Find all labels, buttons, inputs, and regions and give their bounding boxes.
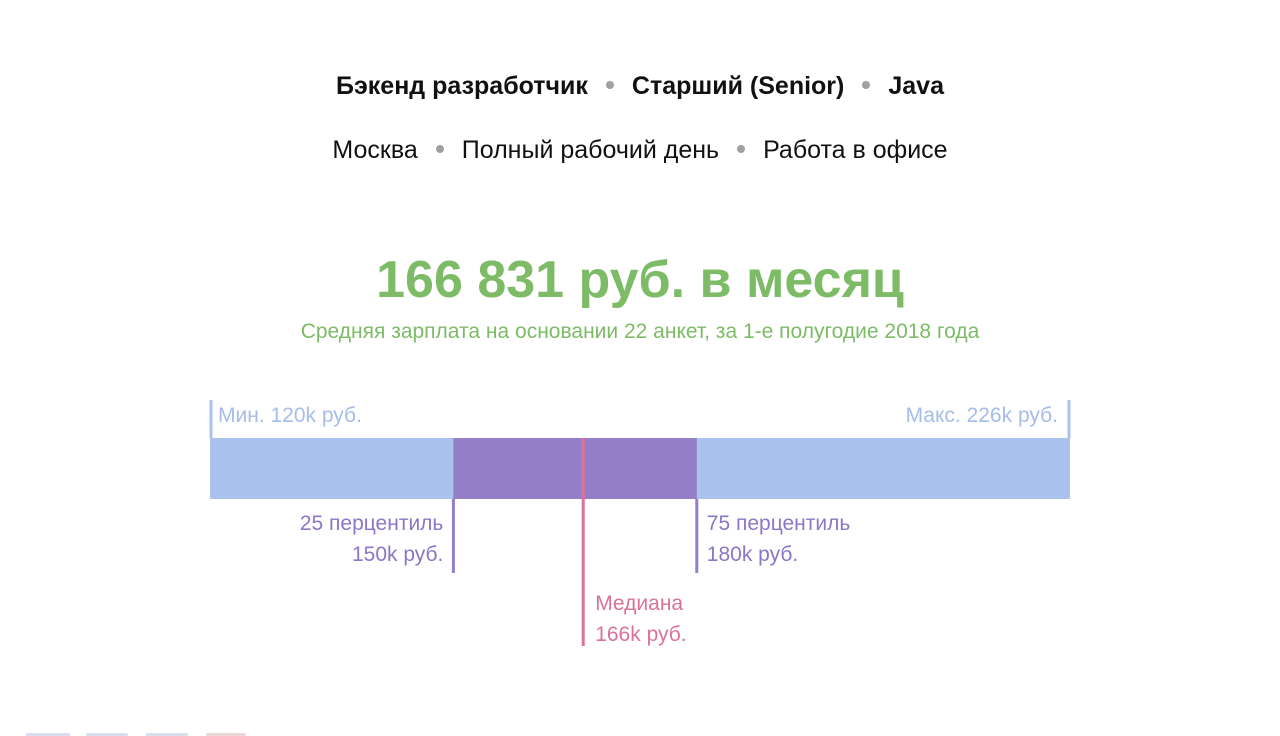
min-label: Мин. 120k руб. xyxy=(218,404,362,427)
median-label: Медиана xyxy=(595,592,683,615)
average-salary-subheadline: Средняя зарплата на основании 22 анкет, … xyxy=(300,320,980,343)
filter-city: Москва xyxy=(332,136,418,164)
p25-value-label: 150k руб. xyxy=(352,543,443,566)
p75-label: 75 перцентиль xyxy=(707,512,851,535)
separator-dot xyxy=(605,81,614,90)
average-salary-headline: 166 831 руб. в месяц xyxy=(376,251,904,309)
p25-label: 25 перцентиль xyxy=(300,512,444,535)
max-label: Макс. 226k руб. xyxy=(906,404,1058,427)
iqr-bar xyxy=(453,438,697,499)
separator-dot xyxy=(862,81,871,90)
median-value-label: 166k руб. xyxy=(595,623,686,646)
separator-dot xyxy=(435,145,444,154)
p75-value-label: 180k руб. xyxy=(707,543,798,566)
filter-specialization: Бэкенд разработчик xyxy=(336,72,588,100)
separator-dot xyxy=(737,145,746,154)
filter-language: Java xyxy=(888,72,944,100)
filter-workplace: Работа в офисе xyxy=(763,136,948,164)
filters-primary: Бэкенд разработчик Старший (Senior) Java xyxy=(0,72,1280,101)
bottom-edge-strip xyxy=(0,730,1280,736)
filters-secondary: Москва Полный рабочий день Работа в офисе xyxy=(0,136,1280,165)
filter-level: Старший (Senior) xyxy=(631,72,845,100)
filter-employment: Полный рабочий день xyxy=(461,136,720,164)
